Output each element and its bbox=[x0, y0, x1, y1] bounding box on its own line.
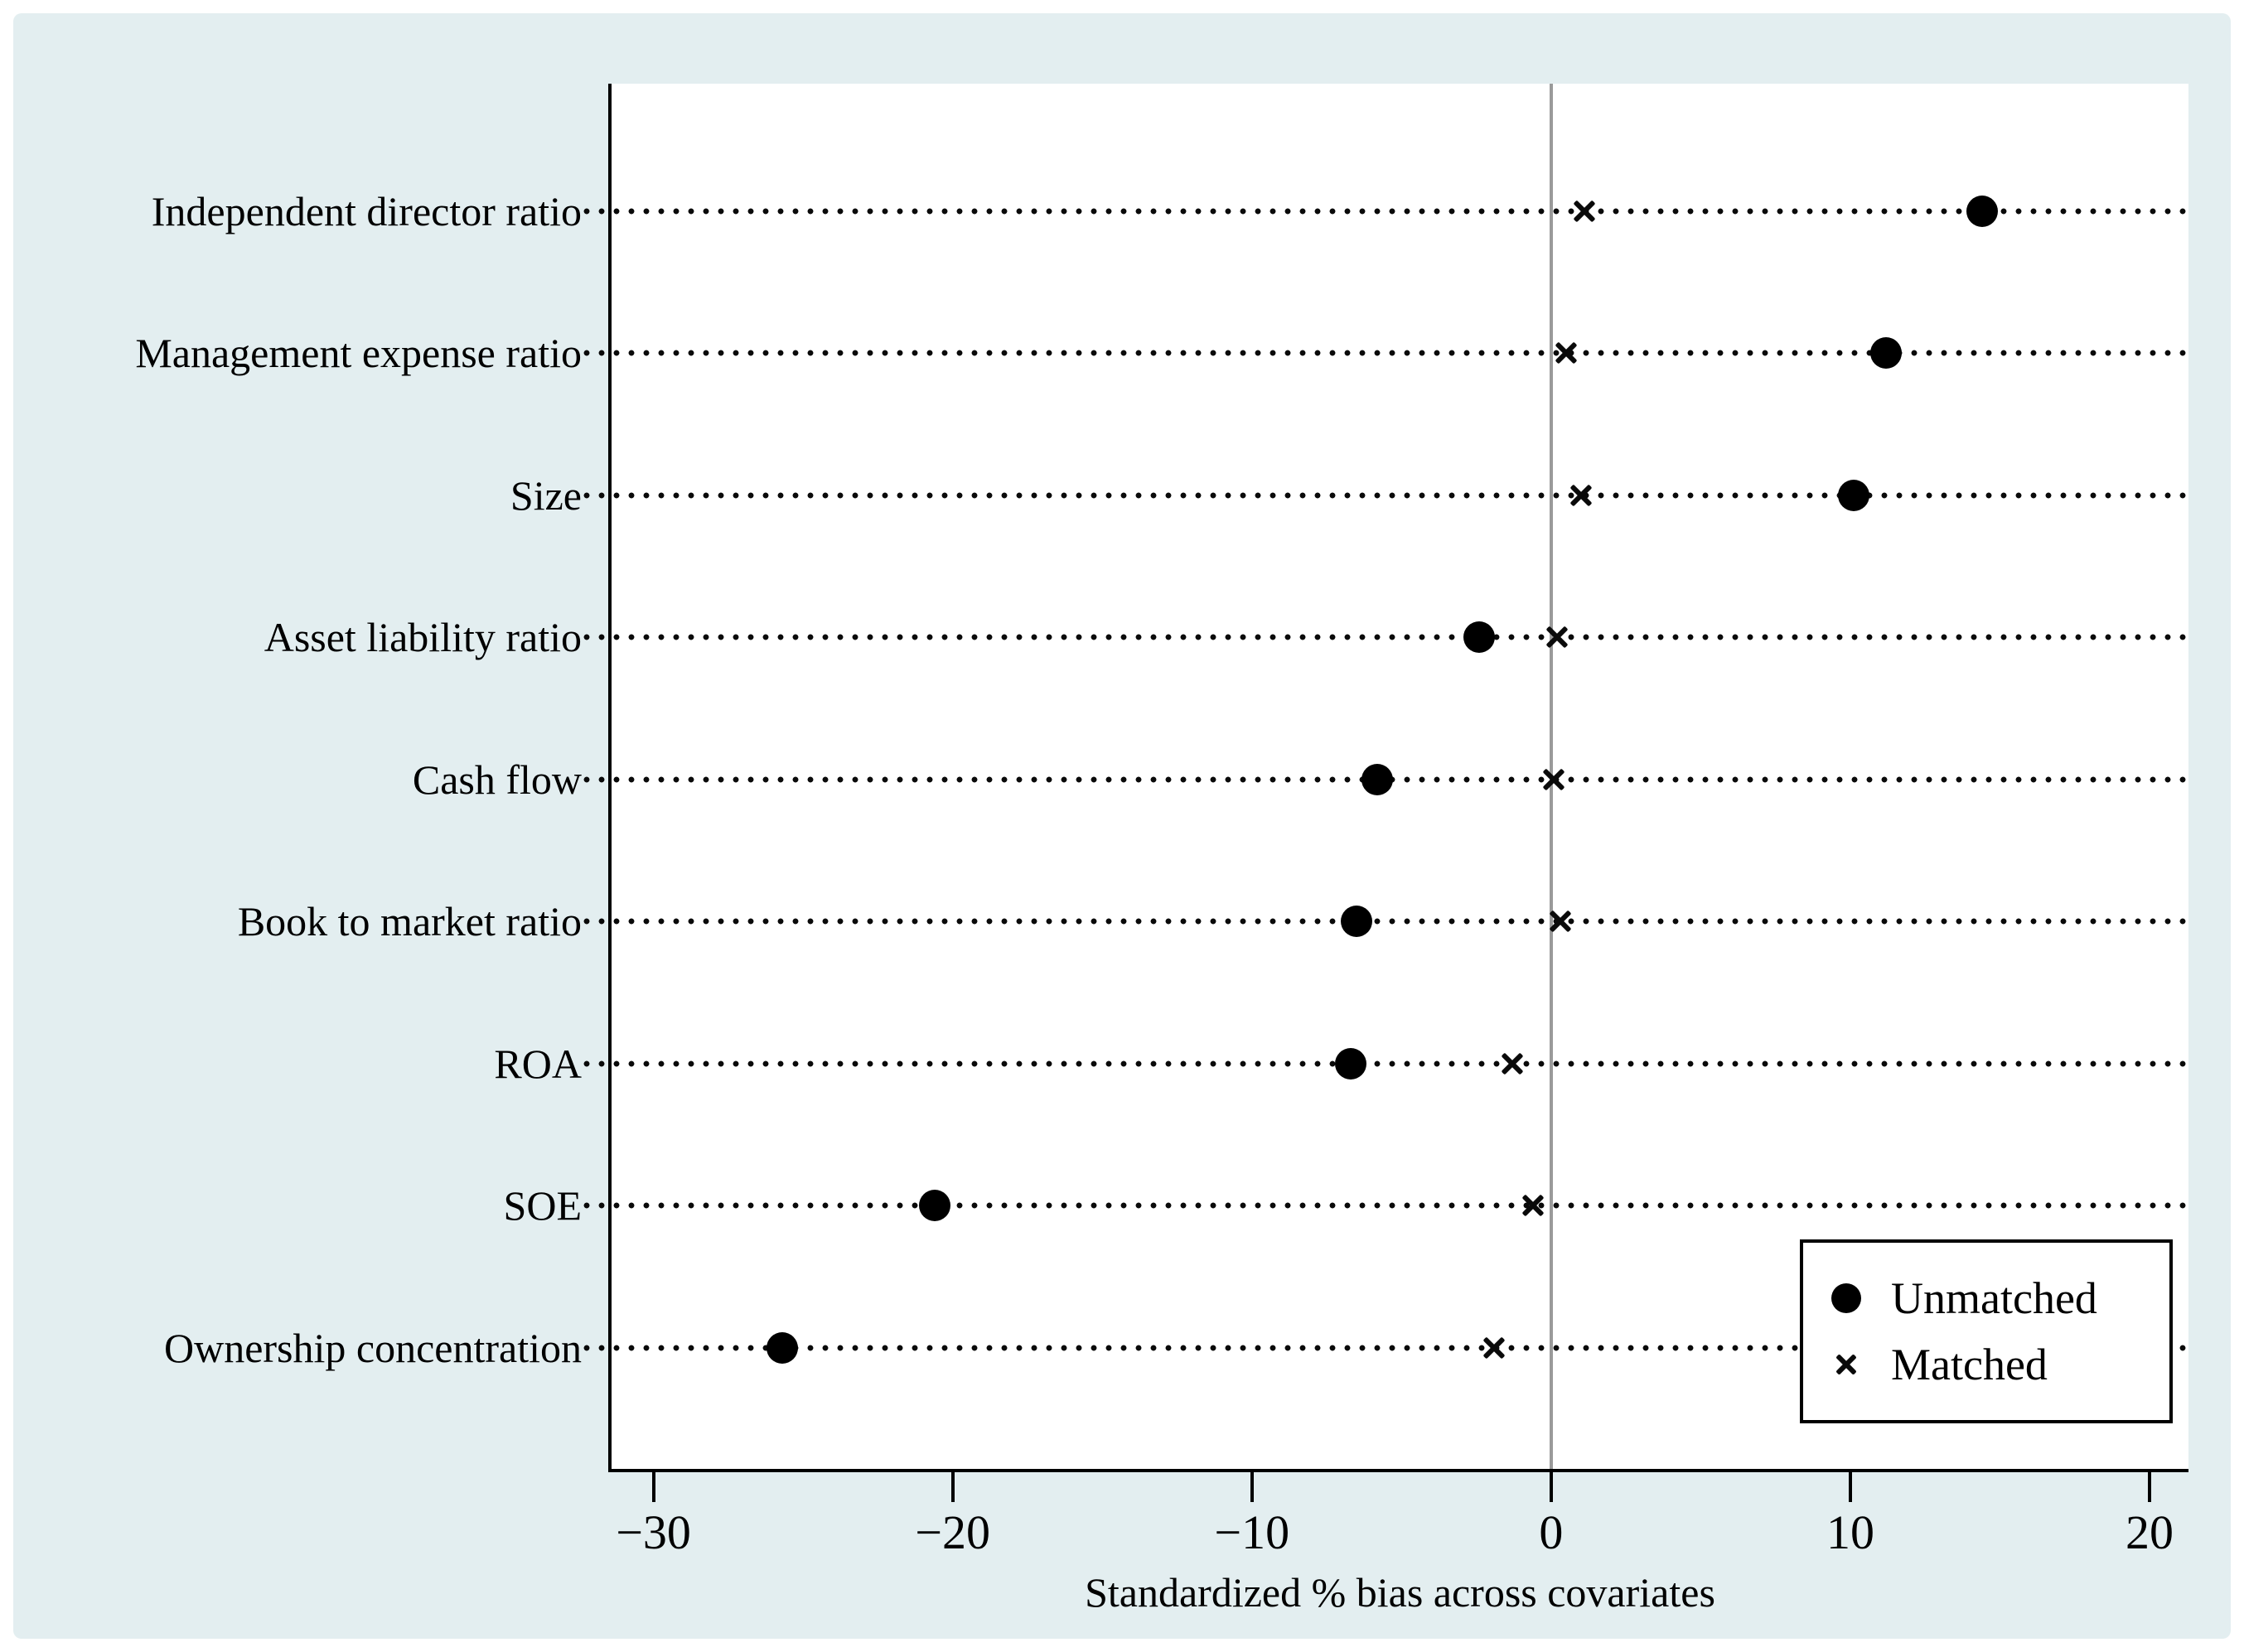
unmatched-marker bbox=[1463, 621, 1496, 654]
category-label: Independent director ratio bbox=[151, 187, 582, 234]
matched-marker bbox=[1500, 1051, 1525, 1076]
legend: Unmatched Matched bbox=[1800, 1239, 2173, 1423]
grid-row-line bbox=[583, 1060, 2188, 1067]
plot-area: Standardized % bias across covariates Un… bbox=[135, 84, 2188, 1613]
x-axis-tick bbox=[950, 1472, 955, 1502]
unmatched-marker bbox=[918, 1190, 950, 1222]
x-axis-tick-label: −10 bbox=[1214, 1505, 1290, 1559]
x-axis-tick bbox=[1250, 1472, 1254, 1502]
category-label: Asset liability ratio bbox=[264, 614, 582, 661]
x-axis-tick bbox=[1549, 1472, 1553, 1502]
grid-row-line bbox=[583, 207, 2188, 215]
x-axis-tick bbox=[1848, 1472, 1852, 1502]
grid-row-line bbox=[583, 918, 2188, 925]
matched-marker bbox=[1521, 1193, 1545, 1218]
x-axis-tick-label: 20 bbox=[2126, 1505, 2174, 1559]
unmatched-marker bbox=[1361, 763, 1394, 795]
category-label: ROA bbox=[494, 1040, 582, 1087]
unmatched-marker bbox=[1837, 479, 1869, 511]
category-label: Cash flow bbox=[412, 756, 582, 803]
grid-row-line bbox=[583, 350, 2188, 357]
category-label: Book to market ratio bbox=[237, 898, 582, 945]
grid-row-line bbox=[583, 1202, 2188, 1210]
unmatched-marker bbox=[1341, 906, 1373, 938]
figure-background: Standardized % bias across covariates Un… bbox=[13, 13, 2231, 1639]
x-axis-tick-label: −30 bbox=[616, 1505, 691, 1559]
matched-marker bbox=[1541, 767, 1566, 792]
category-label: Size bbox=[510, 471, 582, 519]
legend-item-label: Unmatched bbox=[1891, 1273, 2097, 1323]
grid-row-line bbox=[583, 634, 2188, 641]
legend-item-unmatched: Unmatched bbox=[1823, 1276, 2169, 1321]
x-axis-tick-label: −20 bbox=[915, 1505, 990, 1559]
grid-row-line bbox=[583, 491, 2188, 499]
matched-marker bbox=[1569, 483, 1594, 508]
grid-row-line bbox=[583, 1344, 2188, 1351]
matched-marker bbox=[1572, 199, 1597, 224]
category-label: Management expense ratio bbox=[135, 330, 582, 377]
legend-item-matched: Matched bbox=[1823, 1342, 2169, 1387]
matched-marker bbox=[1545, 625, 1569, 650]
legend-x-icon bbox=[1835, 1353, 1858, 1376]
category-label: SOE bbox=[503, 1182, 582, 1229]
unmatched-marker bbox=[1870, 337, 1903, 370]
x-axis-tick bbox=[651, 1472, 655, 1502]
legend-circle-icon bbox=[1831, 1283, 1861, 1313]
unmatched-marker bbox=[1966, 195, 1998, 227]
matched-marker bbox=[1548, 909, 1573, 934]
matched-marker bbox=[1554, 341, 1579, 365]
x-axis-tick-label: 10 bbox=[1826, 1505, 1874, 1559]
category-label: Ownership concentration bbox=[163, 1324, 582, 1371]
unmatched-marker bbox=[1334, 1047, 1366, 1080]
x-axis-line bbox=[608, 1469, 2188, 1472]
x-axis-tick bbox=[2148, 1472, 2152, 1502]
x-axis-title: Standardized % bias across covariates bbox=[1085, 1569, 1715, 1616]
unmatched-marker bbox=[766, 1331, 798, 1364]
legend-item-label: Matched bbox=[1891, 1340, 2048, 1389]
matched-marker bbox=[1482, 1336, 1506, 1360]
x-axis-tick-label: 0 bbox=[1539, 1505, 1564, 1559]
